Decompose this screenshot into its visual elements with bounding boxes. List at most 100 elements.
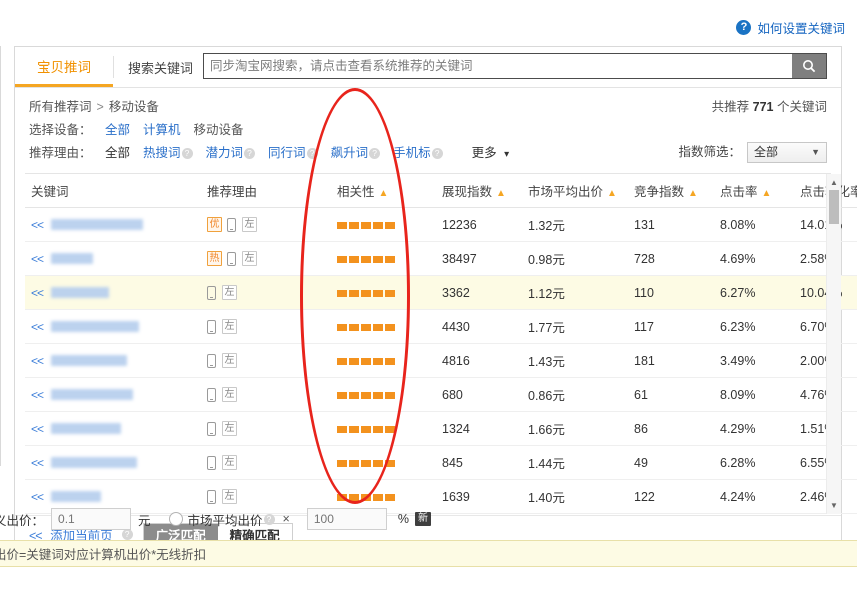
keyword-text-redacted[interactable] [51,218,144,230]
add-keyword-button[interactable]: << [31,285,44,300]
keyword-text-redacted[interactable] [51,286,110,298]
custom-bid-input[interactable] [51,508,132,530]
keyword-text-redacted[interactable] [51,354,128,366]
cell-reason: 左 [207,377,337,412]
scrollbar-thumb[interactable] [829,190,839,224]
cell-keyword: << [25,445,207,480]
relevance-segment [385,357,395,365]
cell-relevance [337,343,442,378]
question-mark-icon[interactable]: ? [121,528,133,540]
col-header-reason[interactable]: 推荐理由 [207,174,337,208]
question-mark-icon[interactable]: ? [181,148,193,159]
device-option-mobile[interactable]: 移动设备 [193,123,244,137]
relevance-segment [361,459,371,467]
cell-keyword: << [25,377,207,412]
col-header-competition[interactable]: 竞争指数 ▲ [634,174,720,208]
reason-option-hot-label: 热搜词 [143,146,181,160]
add-arrows-icon: << [29,528,43,543]
triangle-up-icon[interactable]: ▲ [830,178,838,187]
cell-impression: 680 [442,377,528,412]
arrow-up-icon[interactable]: ▲ [761,188,772,199]
col-header-avg-price[interactable]: 市场平均出价 ▲ [528,174,634,208]
table-header-row: 关键词 推荐理由 相关性▲ 展现指数▲ 市场平均出价▲ 竞争指数▲ 点击率▲ 点… [25,174,857,208]
relevance-segment [385,459,395,467]
relevance-segment [373,391,383,399]
tab-search-keyword[interactable]: 搜索关键词 [114,47,203,87]
cell-competition: 122 [634,479,720,514]
keyword-text-redacted[interactable] [51,490,102,502]
add-keyword-button[interactable]: << [31,353,44,368]
add-keyword-button[interactable]: << [31,387,44,402]
percent-input[interactable] [306,508,387,530]
arrow-up-icon[interactable]: ▲ [688,188,698,199]
col-header-ctr[interactable]: 点击率 ▲ [720,174,800,208]
reason-filter-label: 推荐理由： [29,146,92,160]
table-row[interactable]: << 左 845 1.44元 49 6.28% 6.55% [25,445,857,480]
question-mark-icon[interactable]: ? [431,148,443,159]
add-keyword-button[interactable]: << [31,455,44,470]
reason-option-hot[interactable]: 热搜词? [143,142,193,165]
reason-option-surging[interactable]: 飙升词? [331,142,381,165]
table-row[interactable]: << 左 1324 1.66元 86 4.29% 1.51% [25,411,857,446]
search-input[interactable] [204,54,792,78]
add-keyword-button[interactable]: << [31,319,44,334]
cell-keyword: << [25,411,207,446]
table-row[interactable]: << 左 4816 1.43元 181 3.49% 2.00% [25,343,857,378]
reason-option-peer[interactable]: 同行词? [268,142,318,165]
breadcrumb-root[interactable]: 所有推荐词 [29,100,92,114]
arrow-up-icon[interactable]: ▲ [378,188,389,199]
how-to-set-keywords-link[interactable]: ? 如何设置关键词 [736,18,845,37]
cell-impression: 38497 [442,241,528,276]
cell-reason: 左 [207,309,337,344]
keyword-text-redacted[interactable] [51,252,94,264]
arrow-up-icon[interactable]: ▲ [496,188,506,199]
search-button[interactable] [792,54,826,78]
reason-filter-row: 推荐理由： 全部 热搜词? 潜力词? 同行词? 飙升词? 手机标? 更多 ▾ 指… [29,142,827,165]
table-scrollbar[interactable]: ▲ ▼ [826,174,841,514]
broad-match-label: 广泛匹配 [155,528,206,543]
table-row[interactable]: << 左 680 0.86元 61 8.09% 4.76% [25,377,857,412]
add-keyword-button[interactable]: << [31,217,44,232]
reason-option-mobile-tag[interactable]: 手机标? [393,142,443,165]
keyword-text-redacted[interactable] [51,456,138,468]
add-keyword-button[interactable]: << [31,489,44,504]
device-option-computer[interactable]: 计算机 [143,123,181,137]
question-mark-icon[interactable]: ? [369,148,381,159]
relevance-segment [337,391,347,399]
tab-strip: 宝贝推词 搜索关键词 [15,47,841,88]
chevron-down-icon: ▾ [504,148,510,160]
col-header-impression[interactable]: 展现指数 ▲ [442,174,528,208]
arrow-up-icon[interactable]: ▲ [607,188,617,199]
reason-option-all[interactable]: 全部 [105,146,131,160]
col-header-relevance[interactable]: 相关性 ▲ [337,174,442,208]
relevance-bar [337,323,397,331]
index-filter-select[interactable]: 全部 ▼ [747,142,827,163]
table-row[interactable]: << 热左 38497 0.98元 728 4.69% 2.58% [25,241,857,276]
broad-match-button[interactable]: 广泛匹配 [143,523,218,545]
total-number: 771 [752,100,774,114]
table-row[interactable]: << 优左 12236 1.32元 131 8.08% 14.01% [25,207,857,242]
question-mark-icon[interactable]: ? [306,148,318,159]
table-row[interactable]: << 左 4430 1.77元 117 6.23% 6.70% [25,309,857,344]
relevance-segment [337,255,347,263]
col-header-keyword[interactable]: 关键词 [25,174,207,208]
question-mark-icon[interactable]: ? [244,148,256,159]
keyword-text-redacted[interactable] [51,388,134,400]
market-avg-radio[interactable] [168,512,183,526]
add-keyword-button[interactable]: << [31,421,44,436]
tab-baobei-tuici[interactable]: 宝贝推词 [15,47,113,87]
relevance-segment [361,221,371,229]
table-row[interactable]: << 左 3362 1.12元 110 6.27% 10.04% [25,275,857,310]
keyword-text-redacted[interactable] [51,320,140,332]
cell-competition: 86 [634,411,720,446]
add-current-page-button[interactable]: << 添加当前页 [29,525,113,544]
device-option-all[interactable]: 全部 [105,123,131,137]
keyword-text-redacted[interactable] [51,422,122,434]
triangle-down-icon[interactable]: ▼ [830,501,838,510]
add-keyword-button[interactable]: << [31,251,44,266]
exact-match-button[interactable]: 精确匹配 [217,523,292,545]
reason-option-potential[interactable]: 潜力词? [206,142,256,165]
more-filters-button[interactable]: 更多 ▾ [472,142,510,166]
question-mark-icon[interactable]: ? [263,513,275,525]
